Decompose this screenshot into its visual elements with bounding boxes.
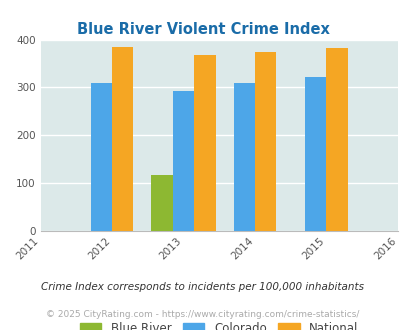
Bar xyxy=(304,78,326,231)
Bar xyxy=(254,51,276,231)
Bar xyxy=(90,83,112,231)
Legend: Blue River, Colorado, National: Blue River, Colorado, National xyxy=(75,317,362,330)
Bar xyxy=(173,91,194,231)
Text: Crime Index corresponds to incidents per 100,000 inhabitants: Crime Index corresponds to incidents per… xyxy=(41,282,364,292)
Text: © 2025 CityRating.com - https://www.cityrating.com/crime-statistics/: © 2025 CityRating.com - https://www.city… xyxy=(46,310,359,319)
Bar xyxy=(151,175,173,231)
Bar xyxy=(233,83,254,231)
Bar xyxy=(112,47,133,231)
Bar xyxy=(194,55,215,231)
Bar xyxy=(326,48,347,231)
Text: Blue River Violent Crime Index: Blue River Violent Crime Index xyxy=(77,22,328,37)
